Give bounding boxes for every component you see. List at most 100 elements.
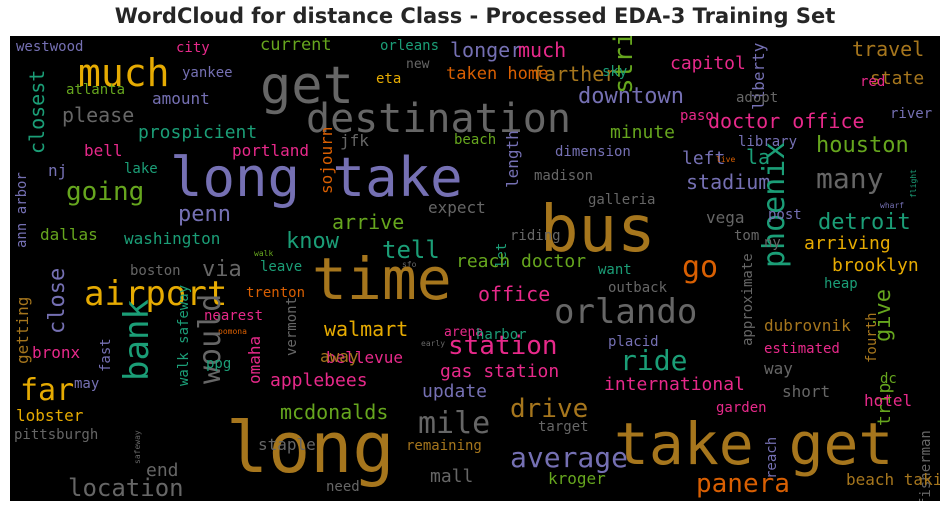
word-cloud-word: office bbox=[478, 282, 550, 306]
word-cloud-word: paso bbox=[680, 108, 714, 124]
word-cloud-word: liberty bbox=[749, 42, 768, 110]
word-cloud-word: update bbox=[422, 381, 487, 402]
word-cloud-word: gas station bbox=[440, 361, 559, 382]
word-cloud-word: remaining bbox=[406, 438, 482, 454]
word-cloud-word: beach taking bbox=[846, 470, 940, 489]
word-cloud-word: approximate bbox=[740, 253, 756, 346]
word-cloud-word: closest bbox=[25, 70, 49, 154]
word-cloud-word: tell bbox=[382, 236, 440, 264]
word-cloud-word: arrive bbox=[332, 210, 404, 234]
word-cloud-word: bell bbox=[84, 141, 123, 160]
word-cloud-word: staple bbox=[258, 435, 316, 454]
word-cloud-word: walmart bbox=[324, 317, 408, 341]
word-cloud-word: nj bbox=[48, 161, 67, 180]
word-cloud-word: left bbox=[682, 148, 725, 169]
word-cloud-word: washington bbox=[124, 229, 220, 248]
word-cloud-word: lake bbox=[124, 161, 158, 177]
word-cloud-word: capitol bbox=[670, 53, 746, 74]
word-cloud-word: beach bbox=[454, 132, 496, 148]
word-cloud-word: amount bbox=[152, 89, 210, 108]
word-cloud-word: sojourn bbox=[317, 127, 336, 194]
word-cloud-word: river bbox=[890, 106, 932, 122]
word-cloud-word: dimension bbox=[555, 144, 631, 160]
chart-title: WordCloud for distance Class - Processed… bbox=[114, 4, 836, 28]
word-cloud-word: early bbox=[421, 339, 445, 348]
word-cloud-word: take get bbox=[614, 410, 893, 478]
word-cloud-word: average bbox=[510, 441, 628, 474]
word-cloud-word: need bbox=[326, 479, 360, 495]
word-cloud-word: panera bbox=[696, 469, 790, 499]
word-cloud-word: fourth bbox=[864, 312, 880, 363]
word-cloud-word: please bbox=[62, 103, 134, 127]
word-cloud-word: placid bbox=[608, 334, 659, 350]
word-cloud-word: fast bbox=[98, 338, 114, 372]
word-cloud-word: portland bbox=[232, 141, 309, 160]
word-cloud-word: stadium bbox=[686, 170, 770, 194]
word-cloud-word: garden bbox=[716, 400, 767, 416]
word-cloud-word: arriving bbox=[804, 233, 891, 254]
word-cloud-word: library bbox=[738, 134, 797, 150]
word-cloud-word: would bbox=[193, 294, 228, 384]
word-cloud-word: city bbox=[176, 40, 210, 56]
word-cloud-word: galleria bbox=[588, 192, 655, 208]
word-cloud-word: hotel bbox=[864, 391, 912, 410]
word-cloud-word: downtown bbox=[578, 84, 684, 109]
word-cloud-word: end bbox=[146, 460, 179, 481]
word-cloud-word: ann arbor bbox=[14, 172, 30, 248]
word-cloud-word: longer bbox=[450, 38, 522, 62]
word-cloud-word: wharf bbox=[880, 201, 904, 210]
word-cloud-word: walk safeway bbox=[176, 285, 192, 386]
word-cloud-word: long take bbox=[170, 146, 463, 209]
word-cloud-word: strip bbox=[609, 36, 639, 94]
word-cloud-word: travel bbox=[852, 37, 924, 61]
word-cloud-word: la bbox=[746, 145, 770, 169]
word-cloud-word: nearest bbox=[204, 308, 263, 324]
word-cloud-word: much bbox=[518, 38, 566, 62]
word-cloud-word: ride bbox=[620, 344, 687, 377]
word-cloud-word: target bbox=[538, 419, 589, 435]
word-cloud-word: dc bbox=[880, 371, 897, 387]
word-cloud-word: leave bbox=[260, 259, 302, 275]
word-cloud-word: ppg bbox=[206, 356, 231, 372]
word-cloud-word: drive bbox=[510, 394, 588, 424]
word-cloud-word: kroger bbox=[548, 469, 606, 488]
word-cloud-word: vega bbox=[706, 208, 745, 227]
word-cloud-word: going bbox=[66, 177, 144, 207]
word-cloud-word: expect bbox=[428, 198, 486, 217]
word-cloud-word: orlando bbox=[554, 292, 697, 332]
word-cloud-word: minute bbox=[610, 122, 675, 143]
word-cloud-word: westwood bbox=[16, 39, 83, 55]
word-cloud-word: omaha bbox=[245, 336, 264, 384]
word-cloud-word: go bbox=[682, 250, 718, 285]
word-cloud-word: walk bbox=[254, 249, 273, 258]
word-cloud-word: much bbox=[78, 51, 170, 95]
word-cloud-word: may bbox=[74, 376, 99, 392]
word-cloud-word: detroit bbox=[818, 210, 911, 235]
word-cloud-word: arena bbox=[444, 325, 483, 340]
word-cloud-word: airport bbox=[84, 274, 227, 314]
word-cloud-word: station bbox=[448, 331, 558, 361]
word-cloud-word: adopt bbox=[736, 90, 778, 106]
word-cloud-word: brooklyn bbox=[832, 255, 919, 276]
word-cloud-word: current bbox=[260, 36, 332, 55]
word-cloud-word: time bbox=[312, 245, 452, 313]
word-cloud-word: boston bbox=[130, 263, 181, 279]
word-cloud-word: get bbox=[260, 56, 354, 116]
word-cloud-word: applebees bbox=[270, 370, 368, 391]
word-cloud-word: let bbox=[494, 243, 510, 268]
word-cloud-word: prospicient bbox=[138, 122, 257, 143]
word-cloud-word: flight bbox=[909, 169, 918, 198]
word-cloud-word: fisherman bbox=[918, 430, 934, 501]
word-cloud-word: pomona bbox=[218, 327, 247, 336]
word-cloud-word: farther bbox=[532, 62, 616, 86]
word-cloud-word: vermont bbox=[284, 297, 300, 356]
word-cloud-word: outback bbox=[608, 280, 668, 296]
word-cloud-word: want bbox=[598, 262, 632, 278]
word-cloud-word: sky bbox=[602, 64, 627, 80]
word-cloud-word: bus bbox=[540, 193, 656, 267]
word-cloud-word: reach doctor bbox=[456, 251, 586, 272]
word-cloud-word: doctor office bbox=[708, 109, 865, 133]
word-cloud-word: way bbox=[764, 359, 793, 378]
word-cloud-word: orleans bbox=[380, 38, 439, 54]
